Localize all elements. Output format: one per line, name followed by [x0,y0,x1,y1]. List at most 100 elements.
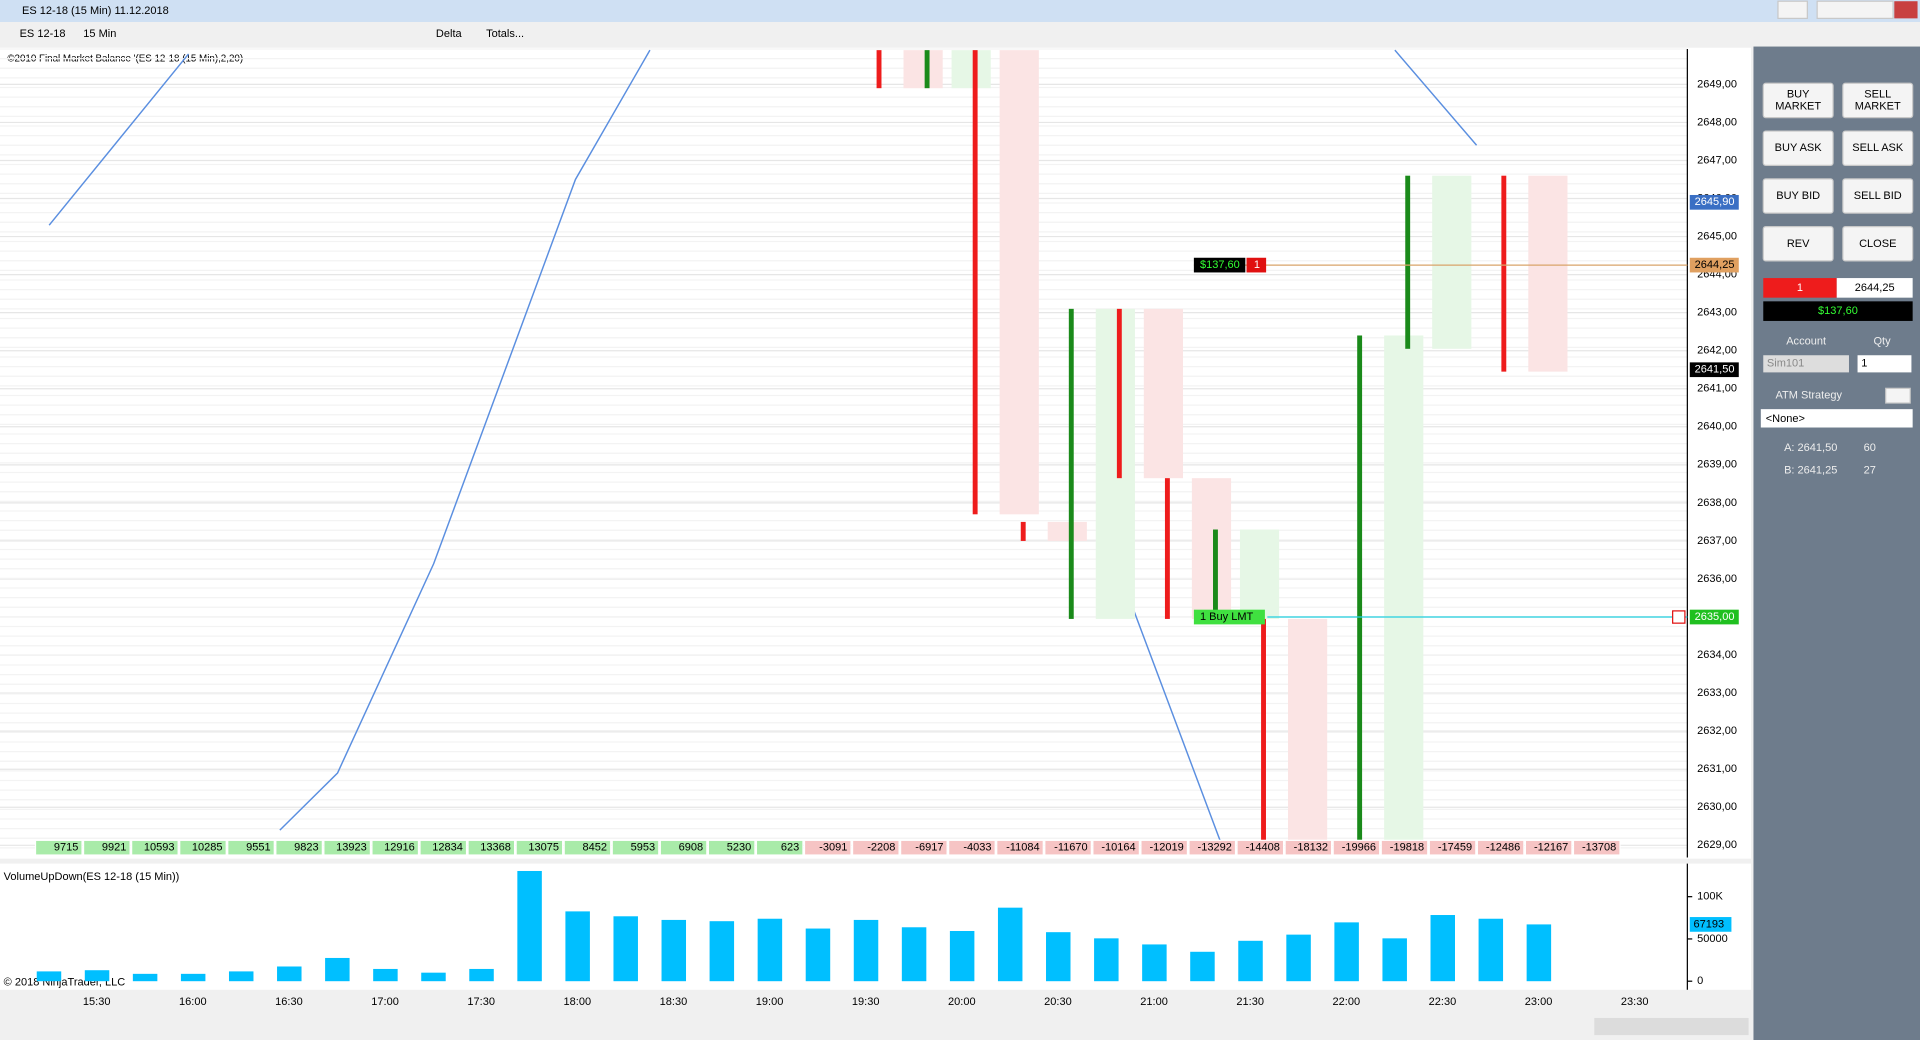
delta-cell [1572,839,1621,856]
order-button[interactable] [1842,130,1914,166]
position-price-box [1836,278,1913,298]
x-tick-label: 21:30 [1236,996,1264,1008]
totals-selector[interactable]: Totals... [486,28,524,40]
bid-size: 27 [1864,464,1876,476]
window-title: ES 12-18 (15 Min) 11.12.2018 [22,5,169,17]
order-button-label[interactable]: SELL MARKET [1855,88,1901,112]
style-selector[interactable]: Delta [436,28,463,40]
candle [972,50,978,515]
volume-bar [1478,918,1504,982]
delta-cell [851,839,900,856]
delta-label: 623 [781,842,799,854]
order-button-label[interactable]: BUY ASK [1775,142,1823,154]
order-button-label[interactable]: CLOSE [1859,238,1896,250]
delta-label: 10593 [144,842,175,854]
volume-bar [661,919,687,982]
volume-bar [325,957,350,982]
y-tick-label: 2648,00 [1697,116,1737,128]
order-button[interactable] [1842,178,1914,214]
order-button-label[interactable]: REV [1787,238,1810,250]
delta-label: -11670 [1054,842,1087,854]
x-tick-label: 18:30 [660,996,688,1008]
order-button[interactable] [1842,82,1914,119]
volume-bar [469,968,494,982]
delta-label: -4033 [963,842,991,854]
volume-bar [709,921,735,982]
order-button-label[interactable]: BUY BID [1776,190,1820,202]
candle [1501,175,1507,372]
delta-cell [659,839,708,856]
candle [1405,175,1411,349]
position-qty-box [1763,278,1837,298]
y-tick-label: 2642,00 [1697,345,1737,357]
qty-tag [1246,257,1267,273]
order-button[interactable] [1842,226,1914,262]
order-button[interactable] [1762,82,1834,119]
order-tag[interactable] [1193,609,1265,625]
y-tick-label: 2643,00 [1697,307,1737,319]
delta-cell [1428,839,1477,856]
instrument-selector[interactable]: ES 12-18 [20,28,66,40]
delta-cell [611,839,660,856]
delta-label: 9551 [246,842,271,854]
delta-label: 12834 [432,842,463,854]
order-button[interactable] [1762,226,1834,262]
atm: <None> [1766,413,1805,425]
order-button-label[interactable]: BUY MARKET [1775,88,1821,112]
volume-bar [1334,922,1359,982]
volume-bar [36,971,62,982]
delta-cell [515,839,564,856]
indicator-line [48,49,1478,841]
delta-label: 9921 [102,842,127,854]
delta-cell [948,839,996,856]
volume-bar [565,911,590,982]
account-select[interactable] [1763,355,1849,373]
delta-label: -14408 [1246,842,1280,854]
qty-input[interactable] [1857,355,1912,373]
window-controls[interactable] [1816,0,1894,19]
volume-bar [901,927,927,982]
delta-cell [419,839,468,856]
volume-bar [228,971,254,982]
delta-label: -13708 [1582,842,1616,854]
link-button[interactable] [1777,0,1808,19]
qty: 1 [1861,358,1867,370]
candle [1213,529,1218,619]
atm-select[interactable] [1760,409,1913,428]
footprint-body [1384,335,1424,848]
volume-bar [1046,932,1071,982]
scrollbar[interactable] [1594,1017,1749,1036]
y-tick-label: 2637,00 [1697,535,1737,547]
footprint-body [1095,308,1135,619]
price-marker [1689,609,1739,625]
footprint-body [1528,175,1568,372]
delta-cell [1284,839,1333,856]
delta-label: -19966 [1342,842,1376,854]
order-button[interactable] [1762,130,1834,166]
order-button-label[interactable]: SELL ASK [1852,142,1904,154]
order-button-label[interactable]: SELL BID [1854,190,1902,202]
close-window[interactable] [1894,1,1918,19]
volume-label: VolumeUpDown(ES 12-18 (15 Min)) [4,871,180,883]
y-tick-label: 2638,00 [1697,497,1737,509]
delta-cell [1332,839,1381,856]
cancel-order[interactable] [1672,610,1686,624]
delta-cell [371,839,420,856]
volume-bar [613,916,638,982]
volume-bar [1094,938,1119,982]
period-selector[interactable]: 15 Min [83,28,116,40]
atm-settings[interactable] [1885,387,1911,404]
y-tick-label: 2640,00 [1697,421,1737,433]
order-button[interactable] [1762,178,1834,214]
volume-bar [805,928,831,982]
order-label[interactable]: 1 Buy LMT [1200,611,1254,623]
delta-cell [131,839,179,856]
delta-label: 12916 [384,842,415,854]
candle [1068,308,1074,619]
volume-bar [373,968,398,982]
delta-label: -10164 [1101,842,1135,854]
delta-label: -12019 [1149,842,1183,854]
x-tick-label: 21:00 [1140,996,1168,1008]
volume-bar [1142,944,1167,982]
delta-cell [707,839,756,856]
